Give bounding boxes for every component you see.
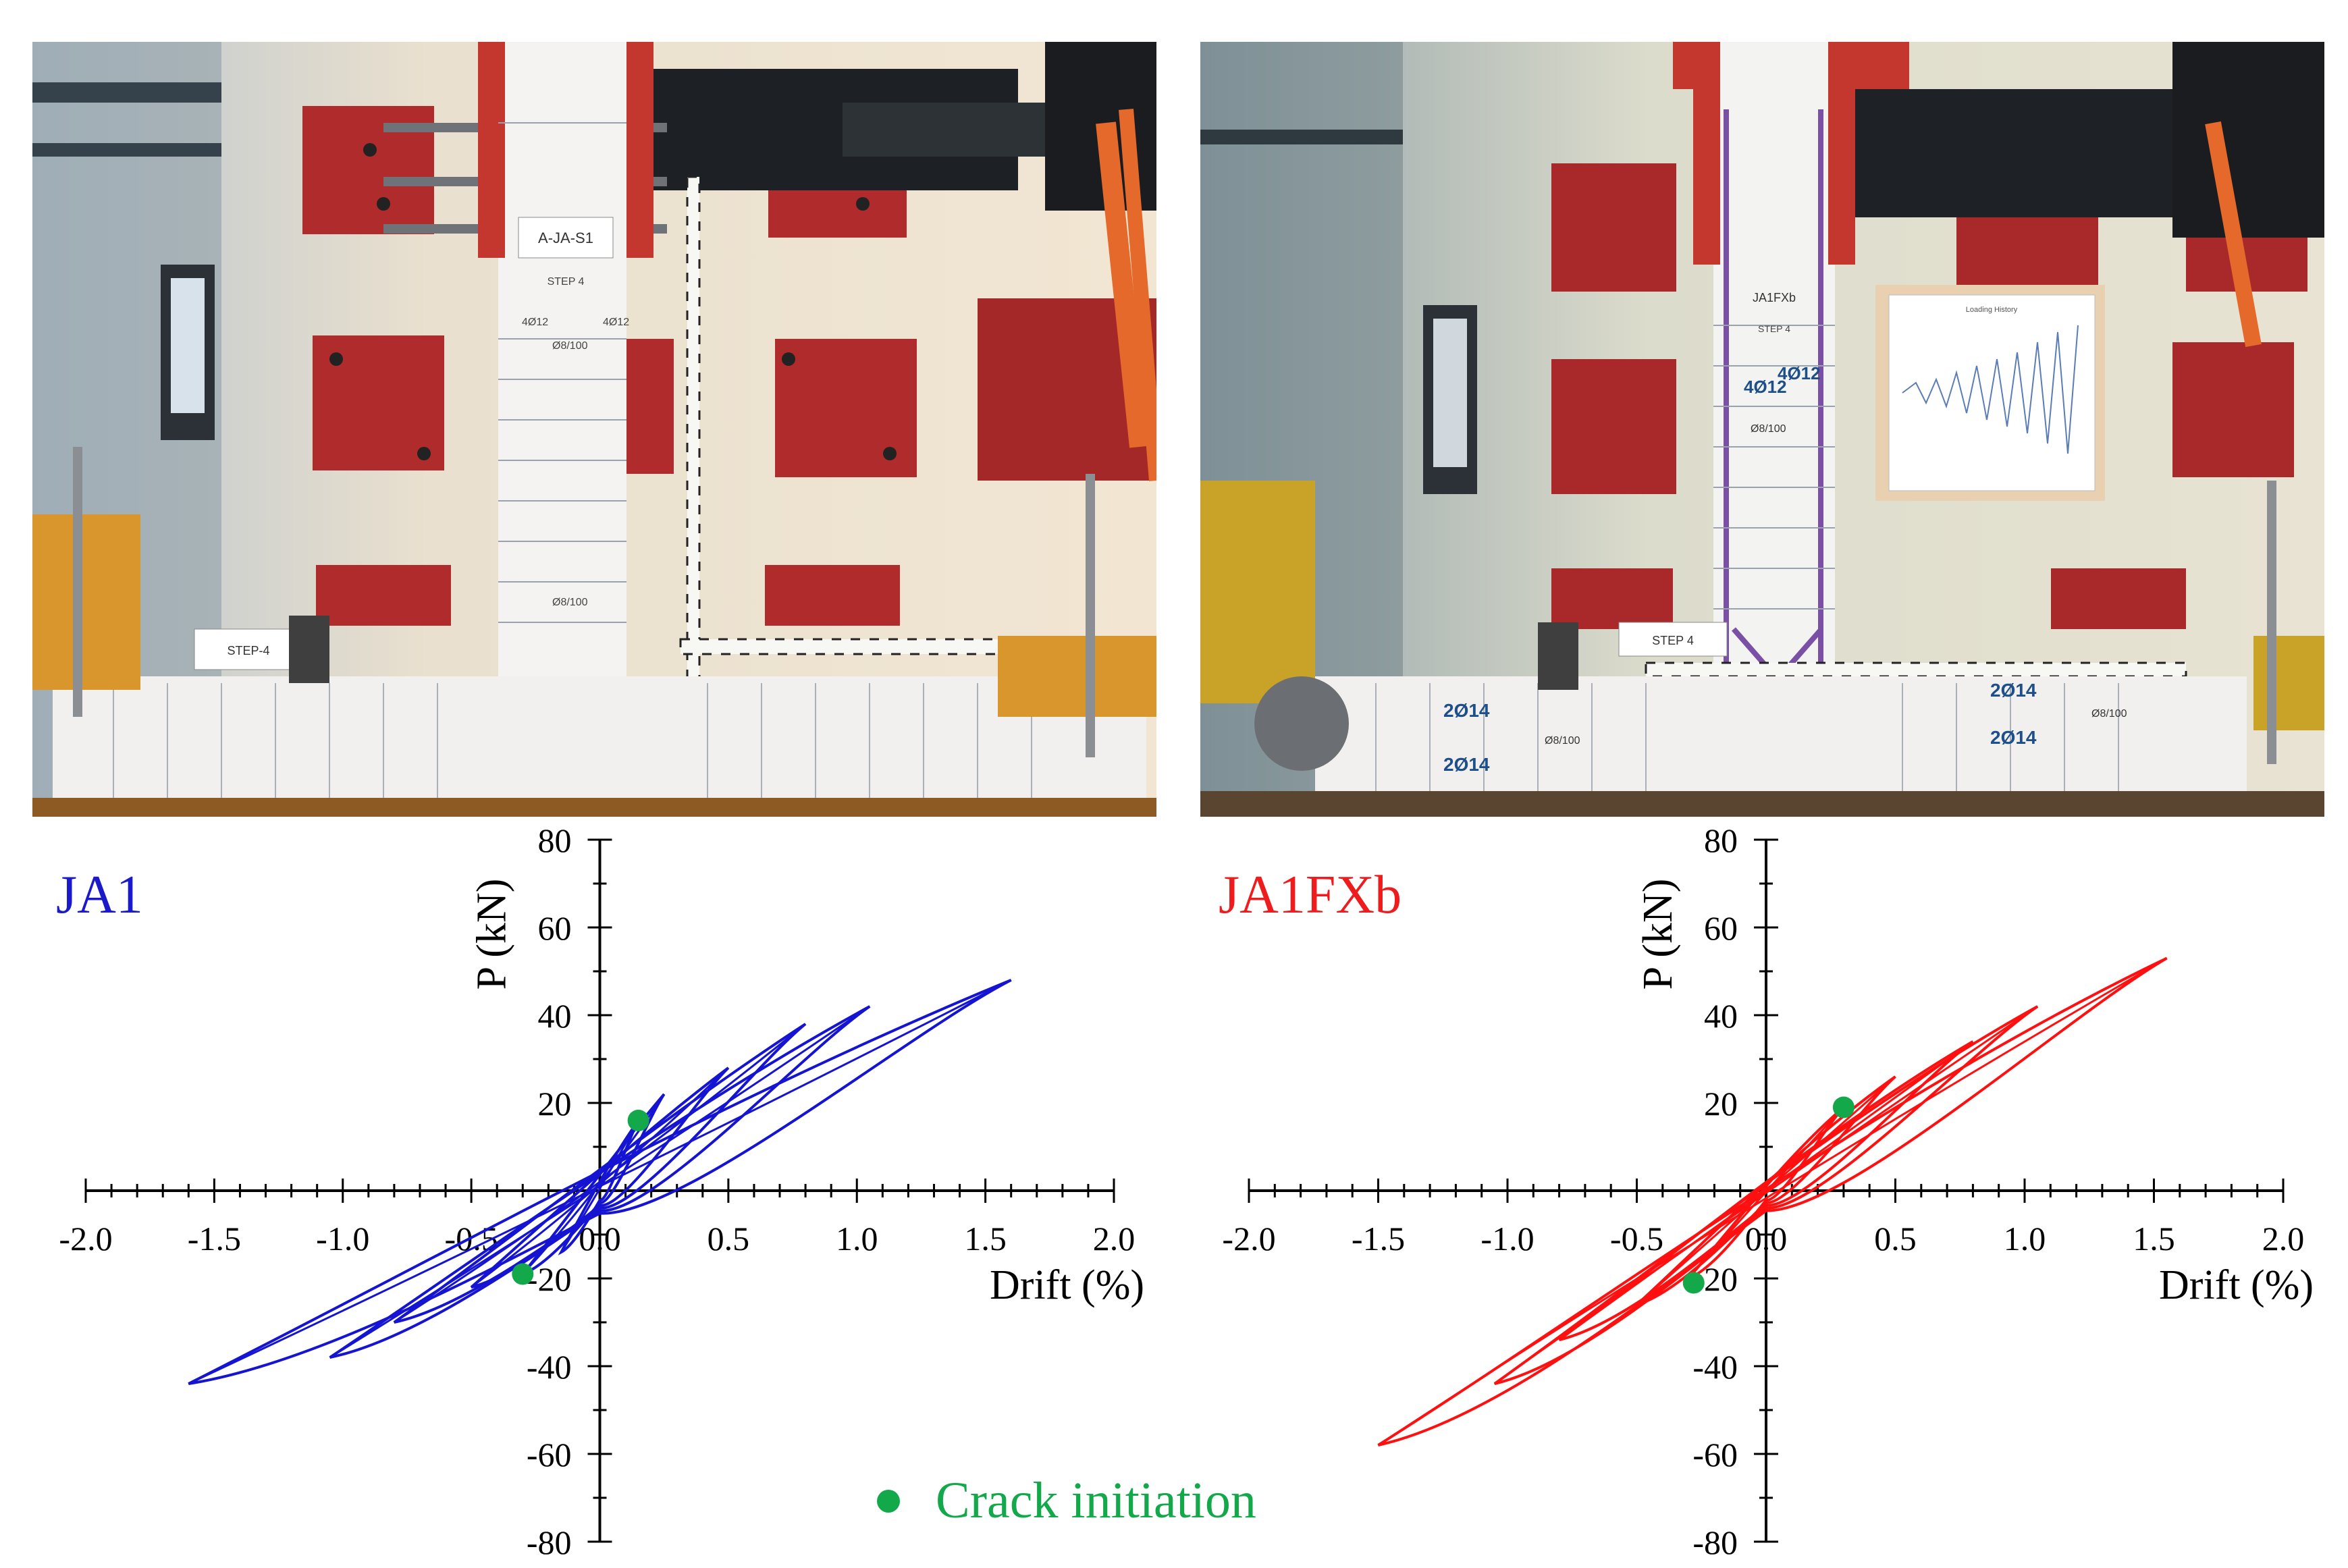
x-tick-label: 1.0 [2004,1220,2046,1258]
y-tick-label: 20 [1704,1085,1738,1123]
hysteresis-branch [394,1023,807,1324]
chart-ja1fxb-x-axis-label: Drift (%) [2159,1262,2314,1308]
x-tick-label: -1.0 [316,1220,369,1258]
chart-ja1-hysteresis [188,979,1012,1385]
x-tick-label: 0.5 [1874,1220,1917,1258]
photo-ja1fxb-illustration: JA1FXb STEP 4 4Ø12 4Ø12 Ø8/100 Loading H… [1200,42,2324,817]
hysteresis-loop [558,1119,640,1255]
y-tick-label: -80 [527,1523,572,1561]
x-tick-label: 0.0 [1745,1220,1788,1258]
y-tick-label: 40 [538,997,572,1035]
y-tick-label: 80 [538,821,572,859]
y-tick-label: 80 [1704,821,1738,859]
photo-ja1fxb-step: STEP 4 [1758,323,1790,334]
x-tick-label: -1.0 [1480,1220,1534,1258]
chart-ja1-title: JA1 [56,865,143,925]
y-tick-label: -80 [1692,1523,1738,1561]
y-tick-label: -60 [527,1436,572,1474]
photo-ja1-stirrup-b: Ø8/100 [552,597,588,608]
crack-initiation-point [627,1110,649,1131]
hysteresis-branch [188,979,1012,1385]
photo-ja1-illustration: A-JA-S1 STEP 4 4Ø12 4Ø12 Ø8/100 Ø8/100 S… [32,42,1156,817]
x-tick-label: 0.0 [579,1220,621,1258]
x-tick-label: 2.0 [2262,1220,2305,1258]
photo-ja1fxb-beam-stirrup-a: Ø8/100 [1545,735,1580,747]
chart-ja1fxb-hysteresis [1377,956,2168,1447]
hysteresis-loop [1377,956,2168,1447]
photo-specimen-ja1fxb: JA1FXb STEP 4 4Ø12 4Ø12 Ø8/100 Loading H… [1200,42,2324,817]
x-tick-label: 2.0 [1093,1220,1136,1258]
y-tick-label: -40 [1692,1348,1738,1386]
y-tick-label: -40 [527,1348,572,1386]
photo-ja1fxb-beam-stirrup-b: Ø8/100 [2091,708,2127,720]
x-tick-label: 1.5 [964,1220,1007,1258]
x-tick-label: 1.0 [836,1220,878,1258]
photo-ja1fxb-step-card: STEP 4 [1652,634,1694,647]
y-tick-label: -20 [527,1260,572,1298]
y-tick-label: 20 [538,1085,572,1123]
y-tick-label: -60 [1692,1436,1738,1474]
crack-initiation-point [512,1263,534,1285]
chart-ja1-tick-labels: -2.0 -1.5 -1.0 -0.5 0.0 0.5 1.0 1.5 2.0-80-60-40… [59,821,1135,1561]
hysteresis-branch [1493,1005,2038,1385]
y-tick-label: 60 [538,909,572,947]
legend: Crack initiation [877,1472,1256,1529]
chart-ja1: JA1 -2.0 -1.5 -1.0 -0.5 0.0 0.5 1.0 1.5 2.0-80-6… [56,821,1144,1561]
photo-ja1-step-card: STEP-4 [227,644,269,657]
photo-ja1fxb-beam-rebar-d: 2Ø14 [1990,727,2037,748]
chart-ja1fxb-crack-points [1682,1096,1855,1294]
x-tick-label: -2.0 [59,1220,112,1258]
x-tick-label: 1.5 [2133,1220,2175,1258]
hysteresis-loop [188,979,1012,1385]
x-tick-label: -1.5 [188,1220,241,1258]
photo-ja1-tag: A-JA-S1 [538,229,593,246]
x-tick-label: 0.5 [708,1220,750,1258]
legend-crack-label: Crack initiation [936,1472,1256,1529]
chart-ja1fxb: JA1FXb -2.0 -1.5 -1.0 -0.5 0.0 0.5 1.0 1.5 2.0 -8… [1219,821,2314,1561]
x-tick-label: -0.5 [1610,1220,1663,1258]
photo-ja1-rebar-b: 4Ø12 [603,317,629,328]
chart-ja1fxb-title: JA1FXb [1219,865,1402,925]
photo-ja1fxb-beam-rebar-b: 2Ø14 [1443,754,1490,775]
photo-ja1-step: STEP 4 [548,276,585,288]
photo-ja1-rebar-a: 4Ø12 [522,317,548,328]
x-tick-label: -1.5 [1352,1220,1405,1258]
hysteresis-branch [1377,957,2168,1447]
chart-ja1-y-axis-label: P (kN) [469,879,515,990]
photo-ja1fxb-rebar-b: 4Ø12 [1778,363,1821,383]
chart-ja1-x-axis-label: Drift (%) [990,1262,1144,1308]
chart-ja1fxb-y-axis-label: P (kN) [1635,879,1681,990]
photo-ja1fxb-beam-rebar-a: 2Ø14 [1443,700,1490,721]
hysteresis-loop [329,1005,871,1359]
y-tick-label: 60 [1704,909,1738,947]
crack-initiation-point [1682,1272,1705,1294]
photo-ja1fxb-beam-rebar-c: 2Ø14 [1990,680,2037,701]
crack-initiation-point [1832,1096,1855,1118]
chart-ja1-axes [84,838,1115,1543]
photo-ja1fxb-rebar-a: 4Ø12 [1744,377,1787,397]
photo-ja1-stirrup-a: Ø8/100 [552,340,588,352]
y-tick-label: 40 [1704,997,1738,1035]
chart-ja1-crack-points [512,1110,649,1285]
photo-ja1fxb-stirrup: Ø8/100 [1751,423,1786,435]
photo-specimen-ja1: A-JA-S1 STEP 4 4Ø12 4Ø12 Ø8/100 Ø8/100 S… [32,42,1156,817]
photo-ja1fxb-tag: JA1FXb [1753,291,1796,304]
x-tick-label: -2.0 [1222,1220,1275,1258]
chart-ja1fxb-tick-labels: -2.0 -1.5 -1.0 -0.5 0.0 0.5 1.0 1.5 2.0 -80 -60 -40… [1222,821,2304,1561]
photo-loading-history-title: Loading History [1966,306,2018,314]
legend-crack-marker [877,1490,900,1513]
